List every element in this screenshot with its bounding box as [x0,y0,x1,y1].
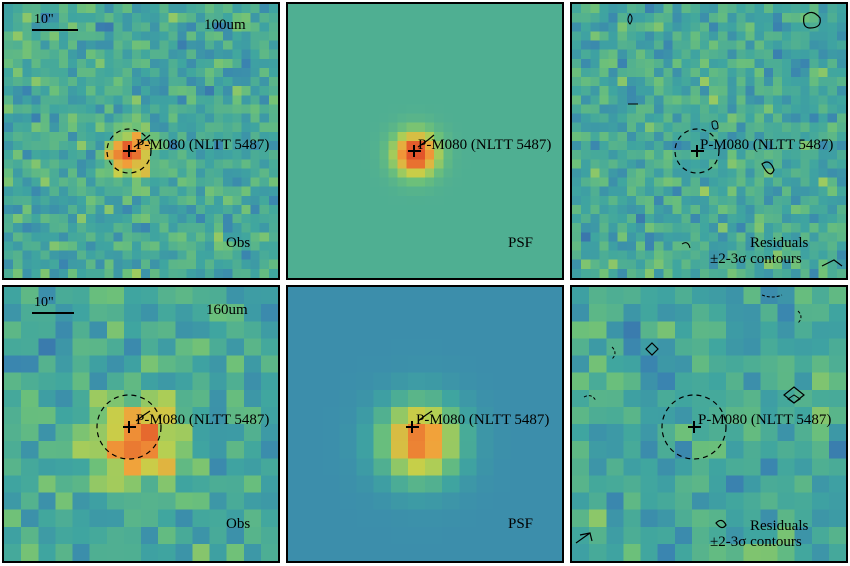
panel-label-contours: ±2-3σ contours [710,251,802,267]
panel-label-psf: PSF [508,516,534,532]
source-label: P-M080 (NLTT 5487) [136,412,270,428]
panel-resid-160um: P-M080 (NLTT 5487) Residuals ±2-3σ conto… [570,285,848,563]
overlay [575,294,805,544]
source-label: P-M080 (NLTT 5487) [416,412,550,428]
band-label: 100um [204,17,246,33]
panel-label-obs: Obs [226,235,251,251]
scale-bar-label: 10" [34,295,54,310]
source-label: P-M080 (NLTT 5487) [136,137,270,153]
panel-label-psf: PSF [508,235,534,251]
source-label: P-M080 (NLTT 5487) [700,137,834,153]
source-label: P-M080 (NLTT 5487) [698,412,832,428]
panel-psf-160um: P-M080 (NLTT 5487) PSF [286,285,564,563]
band-label: 160um [206,302,248,318]
panel-label-contours: ±2-3σ contours [710,534,802,550]
panel-label-resid: Residuals [750,518,809,534]
obs-image-100um [4,4,278,278]
psf-image-100um [288,4,562,278]
scale-bar-label: 10" [34,12,54,27]
panel-label-resid: Residuals [750,235,809,251]
panel-obs-160um: 10" 160um P-M080 (NLTT 5487) Obs [2,285,280,563]
overlay [408,134,435,157]
panel-obs-100um: 10" 100um P-M080 (NLTT 5487) Obs [2,2,280,280]
panel-resid-100um: P-M080 (NLTT 5487) Residuals ±2-3σ conto… [570,2,848,280]
source-label: P-M080 (NLTT 5487) [418,137,552,153]
panel-psf-100um: P-M080 (NLTT 5487) PSF [286,2,564,280]
psf-image-160um [288,287,562,561]
overlay [32,29,152,174]
resid-image-100um [572,4,846,278]
panel-label-obs: Obs [226,516,251,532]
overlay [32,312,162,460]
overlay [627,11,843,267]
overlay [406,410,433,433]
obs-image-160um [4,287,278,561]
resid-image-160um [572,287,846,561]
